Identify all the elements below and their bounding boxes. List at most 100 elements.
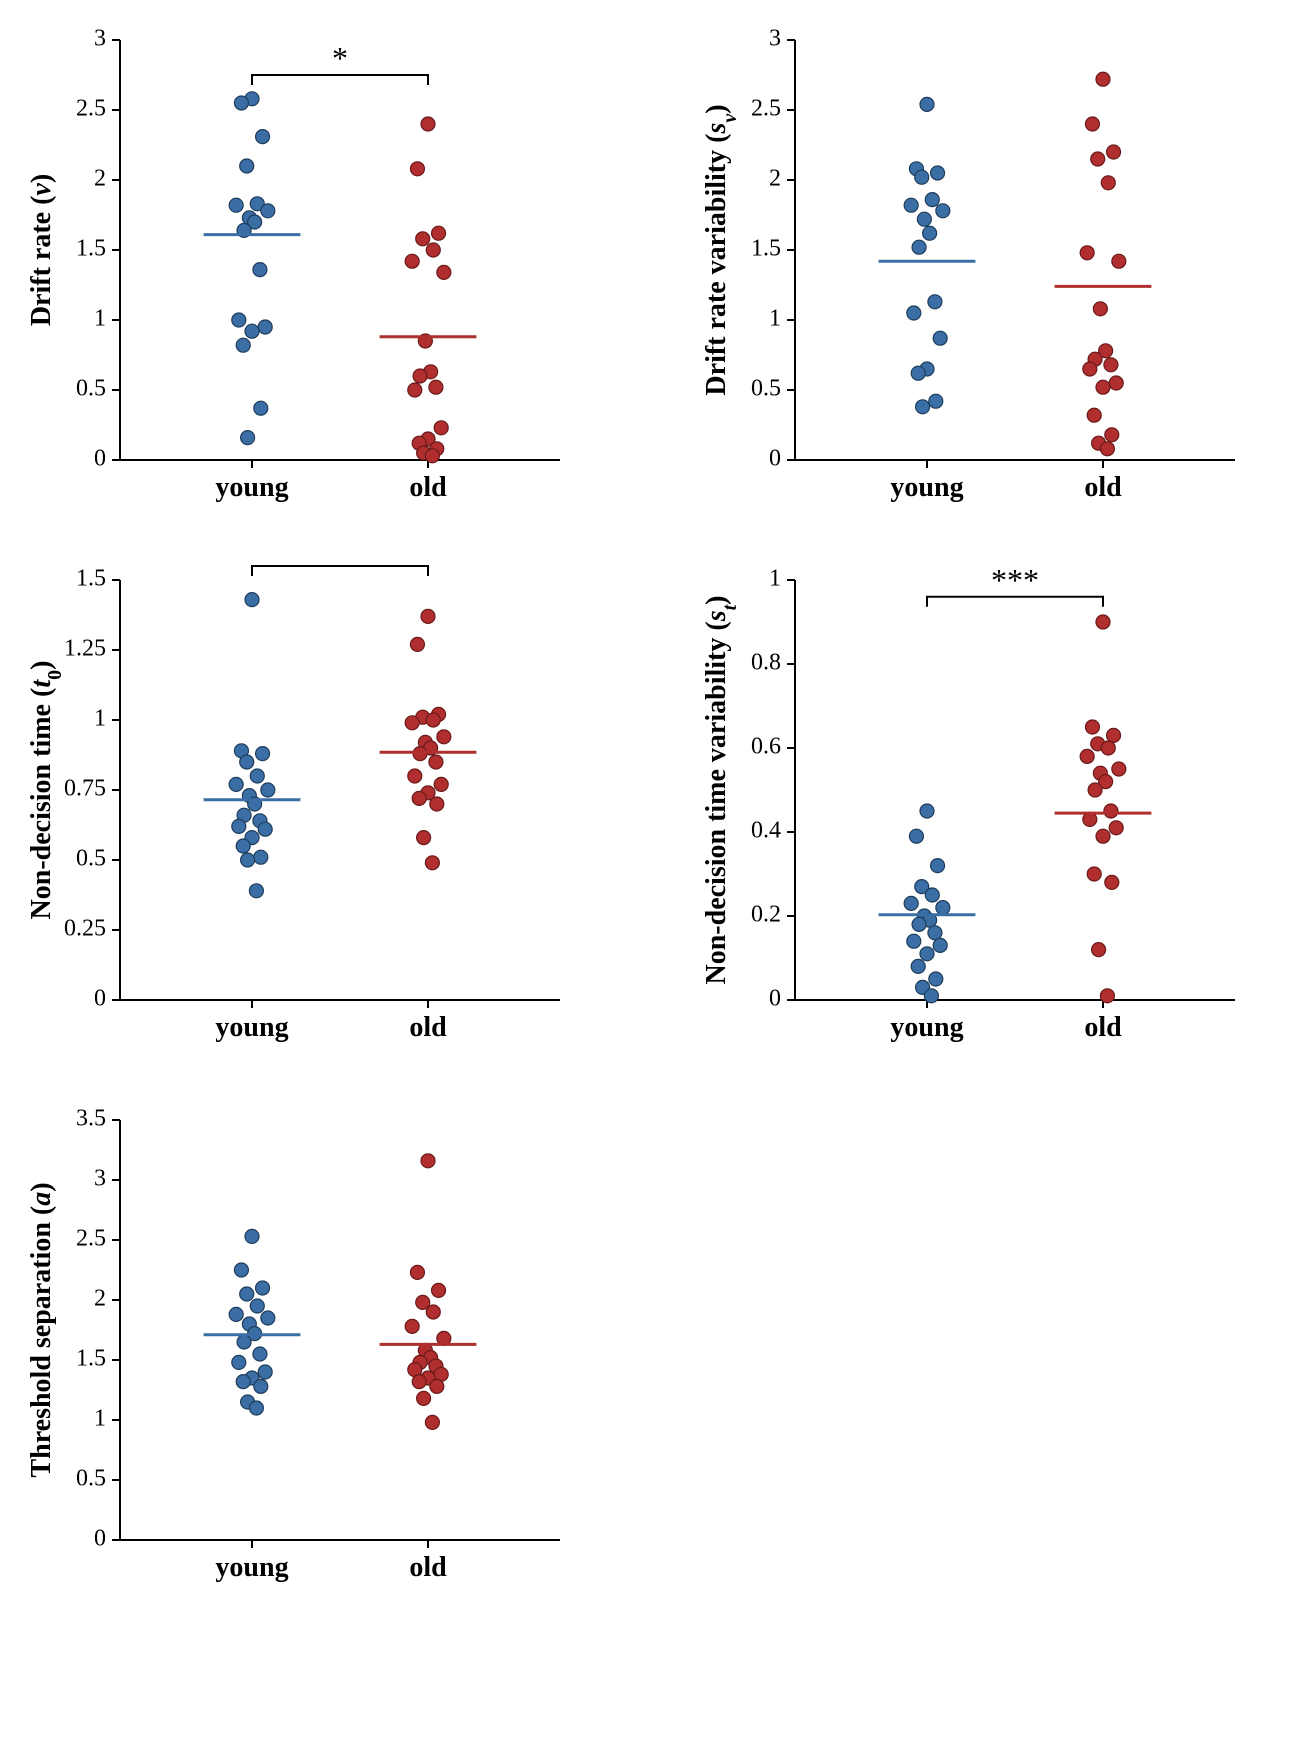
- data-point-young: [234, 1263, 248, 1277]
- significance-bracket: [927, 597, 1103, 607]
- data-point-young: [909, 829, 923, 843]
- data-point-young: [258, 822, 272, 836]
- data-point-young: [928, 972, 942, 986]
- data-point-young: [229, 198, 243, 212]
- data-point-old: [1090, 152, 1104, 166]
- data-point-young: [254, 401, 268, 415]
- data-point-old: [1096, 615, 1110, 629]
- data-point-old: [1109, 376, 1123, 390]
- y-tick-label: 0.5: [76, 846, 106, 872]
- x-tick-label: old: [409, 1012, 447, 1043]
- x-tick-label: old: [409, 472, 447, 503]
- data-point-young: [236, 839, 250, 853]
- data-point-young: [911, 959, 925, 973]
- data-point-young: [261, 204, 275, 218]
- x-tick-label: old: [409, 1552, 447, 1583]
- y-tick-label: 1: [769, 566, 781, 592]
- y-tick-label: 0.2: [751, 902, 781, 928]
- data-point-young: [261, 783, 275, 797]
- data-point-young: [245, 593, 259, 607]
- data-point-young: [232, 1355, 246, 1369]
- data-point-young: [249, 884, 263, 898]
- data-point-old: [1101, 741, 1115, 755]
- data-point-young: [911, 366, 925, 380]
- y-tick-label: 1: [94, 1406, 106, 1432]
- data-point-young: [237, 1335, 251, 1349]
- data-point-young: [245, 324, 259, 338]
- data-point-young: [912, 917, 926, 931]
- data-point-young: [256, 130, 270, 144]
- y-tick-label: 0.5: [76, 376, 106, 402]
- y-tick-label: 0.4: [751, 818, 781, 844]
- y-tick-label: 0.5: [751, 376, 781, 402]
- data-point-old: [410, 1265, 424, 1279]
- y-tick-label: 0.5: [76, 1466, 106, 1492]
- data-point-old: [1085, 117, 1099, 131]
- data-point-old: [412, 791, 426, 805]
- data-point-old: [405, 1319, 419, 1333]
- data-point-young: [925, 888, 939, 902]
- data-point-old: [432, 1283, 446, 1297]
- data-point-old: [421, 1154, 435, 1168]
- data-point-old: [1080, 246, 1094, 260]
- data-point-young: [254, 1379, 268, 1393]
- data-point-young: [240, 159, 254, 173]
- data-point-old: [1096, 829, 1110, 843]
- y-tick-label: 0: [769, 986, 781, 1012]
- data-point-young: [906, 934, 920, 948]
- data-point-young: [245, 1229, 259, 1243]
- y-axis-label: Drift rate (v): [26, 174, 57, 326]
- data-point-old: [1087, 408, 1101, 422]
- y-tick-label: 2.5: [751, 96, 781, 122]
- y-tick-label: 2: [94, 1286, 106, 1312]
- y-tick-label: 2.5: [76, 96, 106, 122]
- data-point-young: [254, 850, 268, 864]
- data-point-young: [256, 1281, 270, 1295]
- data-point-young: [904, 198, 918, 212]
- data-point-old: [1106, 145, 1120, 159]
- significance-marker: *: [332, 40, 348, 76]
- data-point-old: [434, 777, 448, 791]
- data-point-old: [1082, 362, 1096, 376]
- panel-nondecision_time_var: 00.20.40.60.81youngoldNon-decision time …: [695, 560, 1255, 1060]
- y-tick-label: 1.5: [76, 236, 106, 262]
- y-tick-label: 2.5: [76, 1226, 106, 1252]
- figure-grid: 0 0.5 1 1.5 2 2.5 3 young old Drift rate (v) * 0 0.5…: [20, 20, 1289, 1600]
- data-point-old: [437, 265, 451, 279]
- panel-nondecision_time: 00.250.50.7511.251.5youngoldNon-decision…: [20, 560, 580, 1060]
- data-point-young: [928, 394, 942, 408]
- data-point-young: [241, 431, 255, 445]
- y-tick-label: 3.5: [76, 1106, 106, 1132]
- y-tick-label: 0.25: [64, 916, 106, 942]
- significance-bracket: [252, 75, 428, 85]
- data-point-young: [915, 400, 929, 414]
- y-tick-label: 2: [94, 166, 106, 192]
- data-point-young: [261, 1311, 275, 1325]
- x-tick-label: old: [1084, 1012, 1122, 1043]
- data-point-old: [1093, 302, 1107, 316]
- data-point-old: [1103, 358, 1117, 372]
- x-tick-label: young: [890, 472, 963, 503]
- data-point-young: [904, 896, 918, 910]
- data-point-old: [412, 1375, 426, 1389]
- y-tick-label: 1.5: [751, 236, 781, 262]
- y-tick-label: 0.75: [64, 776, 106, 802]
- data-point-young: [253, 1347, 267, 1361]
- data-point-old: [421, 117, 435, 131]
- data-point-old: [1096, 72, 1110, 86]
- data-point-old: [425, 449, 439, 463]
- y-tick-label: 3: [94, 26, 106, 52]
- data-point-old: [1111, 762, 1125, 776]
- data-point-old: [432, 226, 446, 240]
- data-point-old: [1100, 989, 1114, 1003]
- panel-threshold_sep: 00.511.522.533.5youngoldThreshold separa…: [20, 1100, 580, 1600]
- data-point-old: [410, 162, 424, 176]
- y-tick-label: 0: [94, 446, 106, 472]
- data-point-old: [408, 383, 422, 397]
- data-point-old: [430, 797, 444, 811]
- data-point-young: [927, 926, 941, 940]
- x-tick-label: old: [1084, 472, 1122, 503]
- y-tick-label: 1.5: [76, 566, 106, 592]
- x-tick-label: young: [215, 472, 288, 503]
- data-point-old: [426, 713, 440, 727]
